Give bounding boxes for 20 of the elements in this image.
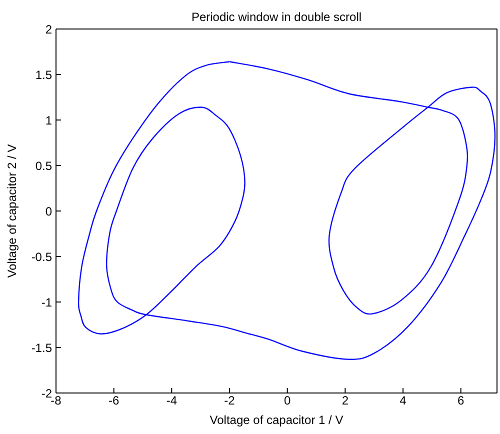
x-tick-label: -2 (224, 394, 236, 408)
x-tick-label: -6 (108, 394, 120, 408)
y-tick-label: 0 (45, 204, 52, 218)
x-tick-label: 0 (284, 394, 291, 408)
x-tick-label: 2 (342, 394, 349, 408)
chart-title: Periodic window in double scroll (190, 10, 363, 24)
y-tick-label: 1.5 (35, 68, 52, 82)
y-axis-title: Voltage of capacitor 2 / V (5, 144, 19, 278)
x-axis-title: Voltage of capacitor 1 / V (208, 413, 344, 427)
x-tick-label: -4 (166, 394, 178, 408)
y-tick-label: -0.5 (31, 250, 52, 264)
x-tick-label: 6 (458, 394, 465, 408)
y-tick-label: 0.5 (35, 158, 52, 173)
y-tick-label: -1 (41, 295, 52, 310)
y-tick-label: 2 (45, 22, 52, 36)
x-tick-label: -8 (50, 394, 62, 408)
y-tick-label: 1 (45, 113, 52, 128)
x-tick-label: 4 (400, 394, 407, 408)
y-tick-label: -1.5 (31, 340, 52, 355)
line-series (78, 61, 496, 360)
